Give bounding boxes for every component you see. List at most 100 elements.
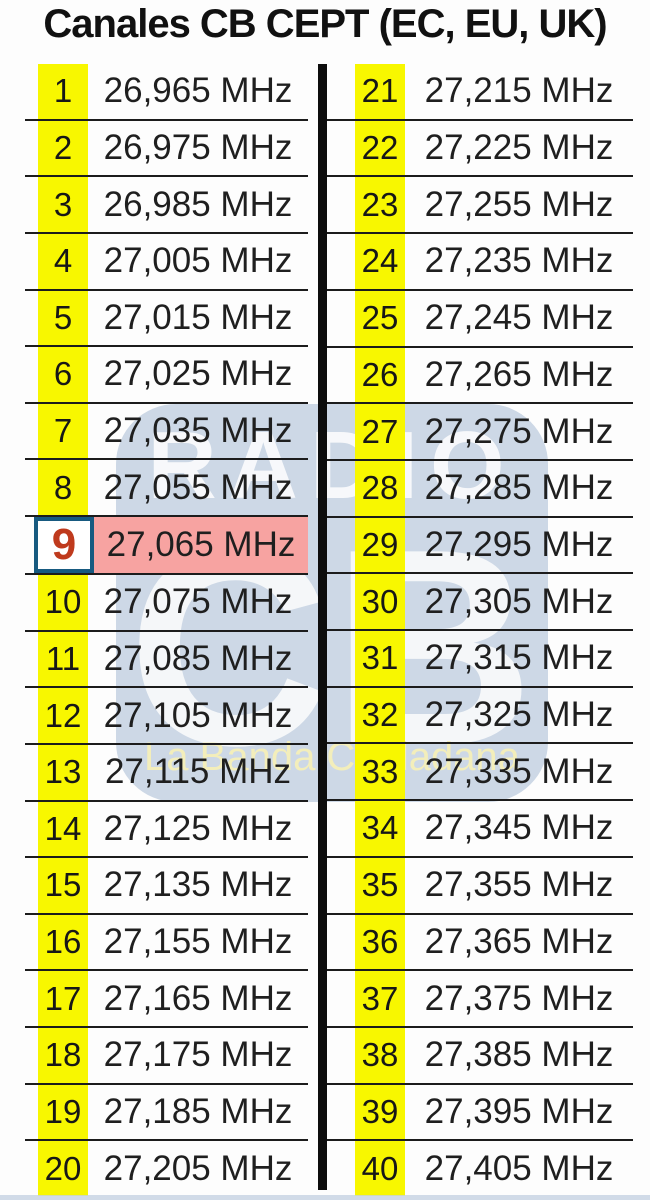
channel-frequency: 27,115 MHz xyxy=(104,752,292,792)
channel-row: 16 27,155 MHz xyxy=(25,915,308,972)
channel-row: 22 27,225 MHz xyxy=(327,121,633,178)
channel-frequency: 27,315 MHz xyxy=(424,638,614,678)
channel-frequency: 27,055 MHz xyxy=(103,467,293,507)
channel-number: 19 xyxy=(44,1092,82,1130)
channel-row: 35 27,355 MHz xyxy=(327,858,633,915)
channel-number: 17 xyxy=(44,979,82,1017)
channel-frequency: 26,985 MHz xyxy=(103,184,293,224)
channel-column-left: 1 26,965 MHz 2 26,975 MHz 3 26,985 MHz 4 27,005… xyxy=(0,64,318,1196)
channel-row: 30 27,305 MHz xyxy=(327,574,633,632)
page-title: Canales CB CEPT (EC, EU, UK) xyxy=(43,2,607,46)
channel-frequency: 27,385 MHz xyxy=(424,1035,614,1075)
channel-number: 3 xyxy=(53,185,73,223)
channel-number: 13 xyxy=(44,753,82,791)
channel-frequency: 27,065 MHz xyxy=(94,517,308,573)
channel-row-emergency: 9 27,065 MHz xyxy=(25,517,308,575)
channel-number: 21 xyxy=(361,72,399,110)
channel-number: 12 xyxy=(44,696,82,734)
channel-frequency: 27,035 MHz xyxy=(103,411,293,451)
channel-number: 10 xyxy=(44,583,82,621)
channel-number: 9 xyxy=(34,517,94,573)
channel-frequency: 27,155 MHz xyxy=(103,922,293,962)
channel-frequency: 27,325 MHz xyxy=(424,695,614,735)
channel-frequency: 27,185 MHz xyxy=(103,1091,293,1131)
channel-row: 17 27,165 MHz xyxy=(25,971,308,1028)
channel-frequency: 27,205 MHz xyxy=(103,1148,293,1188)
channel-frequency: 27,165 MHz xyxy=(103,978,293,1018)
channel-frequency: 26,965 MHz xyxy=(103,71,293,111)
channel-row: 2 26,975 MHz xyxy=(25,121,308,178)
channel-number: 15 xyxy=(44,866,82,904)
channel-row: 8 27,055 MHz xyxy=(25,460,308,517)
channel-frequency: 27,175 MHz xyxy=(103,1035,293,1075)
channel-row: 13 27,115 MHz xyxy=(25,745,308,802)
channel-frequency: 27,305 MHz xyxy=(424,581,614,621)
channel-frequency: 27,345 MHz xyxy=(424,808,614,848)
channel-frequency: 27,295 MHz xyxy=(424,524,614,564)
channel-number: 39 xyxy=(361,1093,399,1130)
channel-number: 34 xyxy=(361,809,399,847)
channel-row: 6 27,025 MHz xyxy=(25,347,308,404)
channel-frequency: 27,245 MHz xyxy=(424,298,614,338)
channel-frequency: 27,015 MHz xyxy=(103,297,293,337)
channel-column-right: 21 27,215 MHz 22 27,225 MHz 23 27,255 MHz 24 27… xyxy=(327,64,650,1196)
channel-frequency: 27,405 MHz xyxy=(424,1148,614,1188)
channel-frequency: 27,365 MHz xyxy=(424,921,614,961)
channel-number: 6 xyxy=(53,355,73,393)
channel-number: 35 xyxy=(361,866,399,904)
channel-number: 40 xyxy=(361,1149,399,1187)
channel-table: 1 26,965 MHz 2 26,975 MHz 3 26,985 MHz 4 27,005… xyxy=(0,64,650,1196)
channel-row: 1 26,965 MHz xyxy=(25,64,308,121)
channel-number: 20 xyxy=(44,1149,82,1187)
channel-number: 22 xyxy=(361,129,399,167)
channel-frequency: 27,105 MHz xyxy=(103,695,293,735)
channel-frequency: 27,335 MHz xyxy=(424,751,614,791)
bottom-edge-tint xyxy=(0,1195,650,1200)
channel-number: 8 xyxy=(53,468,73,506)
channel-row: 20 27,205 MHz xyxy=(25,1141,308,1196)
channel-row: 7 27,035 MHz xyxy=(25,404,308,461)
channel-row: 3 26,985 MHz xyxy=(25,177,308,234)
channel-row: 27 27,275 MHz xyxy=(327,404,633,461)
channel-frequency: 27,255 MHz xyxy=(424,184,614,224)
channel-frequency: 27,125 MHz xyxy=(103,808,293,848)
channel-frequency: 27,395 MHz xyxy=(424,1092,614,1131)
channel-row: 18 27,175 MHz xyxy=(25,1028,308,1085)
channel-number: 18 xyxy=(44,1036,82,1074)
channel-frequency: 27,085 MHz xyxy=(103,638,293,678)
channel-row: 5 27,015 MHz xyxy=(25,291,308,348)
channel-frequency: 26,975 MHz xyxy=(103,127,293,167)
channel-row: 36 27,365 MHz xyxy=(327,915,633,972)
channel-number: 31 xyxy=(361,639,399,677)
channel-number: 2 xyxy=(53,128,73,166)
channel-number: 25 xyxy=(361,299,399,337)
channel-number: 33 xyxy=(361,752,399,790)
channel-rows-left: 1 26,965 MHz 2 26,975 MHz 3 26,985 MHz 4 27,005… xyxy=(0,64,318,1196)
channel-row: 34 27,345 MHz xyxy=(327,801,633,858)
channel-frequency: 27,005 MHz xyxy=(103,241,293,281)
channel-row: 23 27,255 MHz xyxy=(327,177,633,235)
channel-row: 33 27,335 MHz xyxy=(327,744,633,802)
channel-frequency: 27,225 MHz xyxy=(424,128,614,168)
channel-number: 38 xyxy=(361,1036,399,1074)
channel-number: 23 xyxy=(361,185,399,223)
channel-row: 39 27,395 MHz xyxy=(327,1085,633,1142)
channel-frequency: 27,285 MHz xyxy=(424,468,614,508)
channel-row: 29 27,295 MHz xyxy=(327,518,633,575)
channel-frequency: 27,025 MHz xyxy=(103,354,293,394)
channel-rows-right: 21 27,215 MHz 22 27,225 MHz 23 27,255 MHz 24 27… xyxy=(327,64,650,1196)
channel-number: 27 xyxy=(361,412,399,450)
channel-row: 11 27,085 MHz xyxy=(25,632,308,689)
channel-row: 31 27,315 MHz xyxy=(327,631,633,688)
watermark-tagline: La Banda Ciudadana xyxy=(144,735,520,779)
channel-row: 4 27,005 MHz xyxy=(25,234,308,291)
channel-row: 10 27,075 MHz xyxy=(25,575,308,632)
channel-row: 40 27,405 MHz xyxy=(327,1141,633,1196)
channel-row: 38 27,385 MHz xyxy=(327,1028,633,1085)
channel-row: 14 27,125 MHz xyxy=(25,802,308,859)
channel-row: 21 27,215 MHz xyxy=(327,64,633,121)
channel-frequency: 27,215 MHz xyxy=(424,71,614,111)
channel-row: 26 27,265 MHz xyxy=(327,348,633,405)
channel-number: 32 xyxy=(361,696,399,734)
channel-row: 19 27,185 MHz xyxy=(25,1085,308,1142)
